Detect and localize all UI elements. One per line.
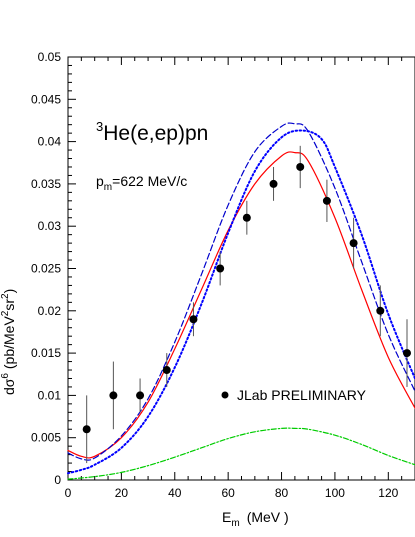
xlabel-e: E xyxy=(222,509,231,525)
x-tick-label: 20 xyxy=(115,486,129,500)
x-tick-label: 100 xyxy=(325,486,345,500)
subtitle-p: p xyxy=(96,173,104,189)
curve-dotted xyxy=(67,129,415,475)
y-axis-label: dσ6 (pb/MeV2sr2) xyxy=(0,289,17,395)
y-tick-label: 0.04 xyxy=(38,135,62,149)
data-point xyxy=(296,162,305,171)
data-point xyxy=(322,196,331,205)
y-tick-label: 0.045 xyxy=(31,92,61,106)
x-tick-label: 80 xyxy=(275,486,289,500)
curve-solid xyxy=(67,151,415,459)
y-tick-label: 0.015 xyxy=(31,346,61,360)
title-superscript: 3 xyxy=(96,119,103,134)
data-point xyxy=(82,425,91,434)
x-tick-label: 120 xyxy=(378,486,398,500)
y-tick-label: 0.01 xyxy=(38,388,62,402)
ylabel-sup2a: 2 xyxy=(0,310,11,316)
y-tick-labels: 0 0.005 0.01 0.015 0.02 0.025 0.03 0.035 0.04 0.0… xyxy=(31,50,61,487)
y-tick-label: 0.005 xyxy=(31,431,61,445)
y-tick-label: 0 xyxy=(54,473,61,487)
y-tick-label: 0.05 xyxy=(38,50,62,64)
ylabel-sup2b: 2 xyxy=(0,293,11,299)
y-tick-label: 0.03 xyxy=(38,219,62,233)
x-tick-label: 40 xyxy=(168,486,182,500)
axis-ticks xyxy=(67,56,415,481)
x-tick-labels: 0 20 40 60 80 100 120 xyxy=(65,486,399,500)
data-point xyxy=(216,264,225,273)
chart-subtitle: pm=622 MeV/c xyxy=(96,173,187,193)
data-point xyxy=(269,179,278,188)
curve-dashed xyxy=(67,122,415,461)
curve-dashdot xyxy=(67,427,415,480)
data-point xyxy=(189,315,198,324)
x-axis-label: Em (MeV ) xyxy=(222,509,289,529)
data-points xyxy=(82,145,411,464)
subtitle-subscript: m xyxy=(104,182,112,193)
y-tick-label: 0.035 xyxy=(31,177,61,191)
x-tick-label: 0 xyxy=(65,486,72,500)
subtitle-rest: =622 MeV/c xyxy=(112,173,187,189)
y-tick-label: 0.02 xyxy=(38,304,62,318)
data-point xyxy=(136,391,145,400)
title-main: He(e,ep)pn xyxy=(103,122,208,145)
legend-label: JLab PRELIMINARY xyxy=(237,387,367,403)
data-point xyxy=(376,306,385,315)
data-point xyxy=(242,213,251,222)
legend-marker xyxy=(221,391,229,399)
data-point xyxy=(109,391,118,400)
ylabel-base: dσ xyxy=(1,378,17,395)
xlabel-subscript: m xyxy=(231,518,239,529)
ylabel-mid: (pb/MeV xyxy=(1,316,17,373)
plot-frame xyxy=(67,56,415,481)
legend: JLab PRELIMINARY xyxy=(221,387,367,403)
ylabel-sup6: 6 xyxy=(0,373,11,379)
xlabel-unit: (MeV ) xyxy=(247,509,289,525)
data-point xyxy=(162,366,171,375)
data-point xyxy=(349,239,358,248)
chart-title: 3He(e,ep)pn xyxy=(96,119,208,145)
x-tick-label: 60 xyxy=(221,486,235,500)
ylabel-sr: sr xyxy=(1,299,17,311)
data-point xyxy=(402,349,411,358)
model-curves xyxy=(67,122,415,480)
y-tick-label: 0.025 xyxy=(31,262,61,276)
ylabel-end: ) xyxy=(1,289,17,294)
